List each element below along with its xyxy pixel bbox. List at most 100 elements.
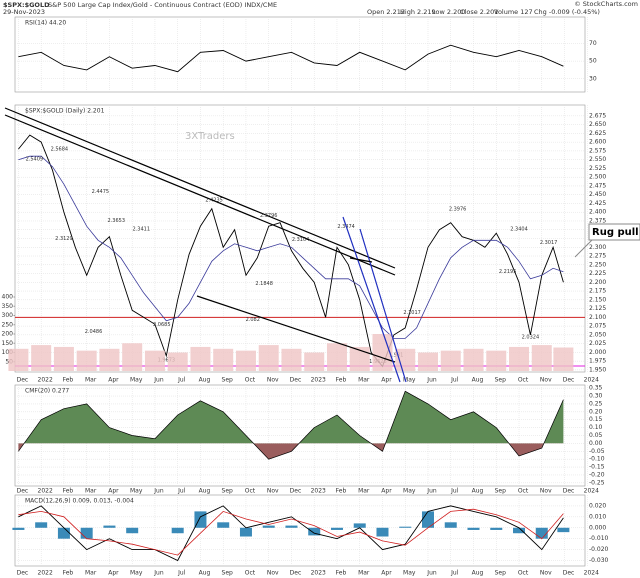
y-tick-label: 2.425 — [589, 200, 606, 207]
symbol: $SPX:$GOLD — [3, 1, 50, 9]
x-tick-label: 2024 — [584, 488, 599, 495]
y-tick-label: 2.300 — [589, 244, 606, 251]
series-line — [18, 505, 564, 562]
histogram-bar — [467, 527, 480, 530]
credit: © StockCharts.com — [574, 0, 638, 8]
x-tick-label: Mar — [358, 488, 370, 495]
histogram-bar — [35, 522, 48, 528]
x-tick-label: Apr — [381, 488, 392, 495]
y-tick-label: 2.675 — [589, 112, 606, 119]
y-tick-label: 2.650 — [589, 121, 606, 128]
x-tick-label: Mar — [85, 488, 97, 495]
histogram-bar — [171, 527, 184, 534]
x-tick-label: 2024 — [584, 570, 599, 577]
y-tick-label: 0.000 — [589, 524, 606, 531]
x-tick-label: Mar — [85, 570, 97, 577]
x-tick-label: Jul — [450, 377, 459, 384]
x-tick-label: May — [403, 488, 416, 495]
y-tick-label: 2.150 — [589, 296, 606, 303]
price-label: 2.2195 — [499, 269, 517, 275]
y-tick-label: 0.35 — [589, 385, 603, 392]
y-tick-label: 2.525 — [589, 165, 606, 172]
x-tick-label: 2022 — [38, 570, 53, 577]
x-tick-label: Oct — [518, 570, 529, 577]
volume-bar — [486, 350, 507, 371]
histogram-bar — [513, 527, 526, 534]
y-tick-label: 2.075 — [589, 323, 606, 330]
x-tick-label: Sep — [495, 377, 507, 384]
x-tick-label: May — [130, 570, 143, 577]
x-tick-label: Aug — [472, 570, 484, 577]
x-tick-label: Dec — [563, 488, 575, 495]
y-tick-label: 2.175 — [589, 288, 606, 295]
y-tick-label: 0.05 — [589, 432, 603, 439]
volume-bar — [553, 347, 574, 371]
stat: Close 2.201 — [460, 8, 498, 16]
callout: Rug pull — [592, 227, 639, 238]
x-tick-label: Dec — [17, 488, 29, 495]
x-tick-label: 2024 — [584, 377, 599, 384]
volume-bar — [258, 345, 279, 371]
y-tick-label: 250 — [2, 321, 14, 328]
x-tick-label: Jul — [177, 377, 186, 384]
y-tick-label: 2.050 — [589, 331, 606, 338]
y-tick-label: 2.275 — [589, 253, 606, 260]
x-tick-label: Jul — [450, 488, 459, 495]
y-tick-label: 150 — [2, 340, 14, 347]
price-label: 2.3411 — [133, 226, 151, 232]
volume-bar — [531, 345, 552, 371]
series-line — [18, 508, 564, 556]
y-tick-label: -0.25 — [589, 479, 605, 486]
histogram-bar — [57, 527, 70, 539]
price-label: 2.3976 — [449, 207, 467, 213]
x-tick-label: Aug — [472, 488, 484, 495]
y-tick-label: 0.15 — [589, 416, 603, 423]
histogram-bar — [535, 527, 548, 539]
y-tick-label: 2.625 — [589, 130, 606, 137]
y-tick-label: 0.25 — [589, 400, 603, 407]
volume-bar — [463, 348, 484, 371]
x-tick-label: Dec — [563, 570, 575, 577]
x-tick-label: Oct — [518, 377, 529, 384]
volume-bar — [53, 346, 74, 371]
x-tick-label: Oct — [245, 570, 256, 577]
volume-bar — [417, 352, 438, 371]
x-tick-label: Jun — [426, 488, 437, 495]
histogram-bar — [12, 527, 25, 530]
x-tick-label: Aug — [472, 377, 484, 384]
x-tick-label: 2023 — [311, 488, 326, 495]
x-tick-label: Aug — [199, 377, 211, 384]
y-tick-label: 200 — [2, 331, 14, 338]
volume-bar — [76, 350, 97, 371]
x-tick-label: Feb — [336, 570, 347, 577]
y-tick-label: 2.125 — [589, 305, 606, 312]
x-tick-label: Feb — [63, 488, 74, 495]
x-tick-label: Oct — [245, 377, 256, 384]
price-label: 2.1848 — [255, 281, 273, 287]
x-tick-label: Nov — [267, 570, 279, 577]
watermark: 3XTraders — [185, 131, 235, 142]
y-tick-label: 50 — [589, 58, 597, 65]
price-label: 2.5409 — [26, 156, 44, 162]
volume-bar — [190, 346, 211, 371]
stat: Low 2.200 — [432, 8, 465, 16]
volume-bar — [326, 343, 347, 371]
x-tick-label: Feb — [336, 488, 347, 495]
y-tick-label: 300 — [2, 312, 14, 319]
stat: Chg -0.009 (-0.45%) — [534, 8, 600, 16]
stat: Volume 127 — [494, 8, 533, 16]
histogram-bar — [217, 522, 230, 528]
histogram-bar — [239, 527, 252, 537]
x-tick-label: Dec — [290, 377, 302, 384]
price-label: 2.1017 — [403, 310, 421, 316]
x-tick-label: Feb — [336, 377, 347, 384]
x-tick-label: May — [130, 377, 143, 384]
histogram-bar — [490, 527, 503, 530]
x-tick-label: Sep — [495, 570, 507, 577]
x-tick-label: Jun — [153, 488, 164, 495]
y-tick-label: 30 — [589, 75, 597, 82]
price-label: 2.5684 — [51, 147, 69, 153]
histogram-bar — [376, 527, 389, 537]
cmf-line — [18, 390, 564, 460]
y-tick-label: 0.00 — [589, 440, 603, 447]
